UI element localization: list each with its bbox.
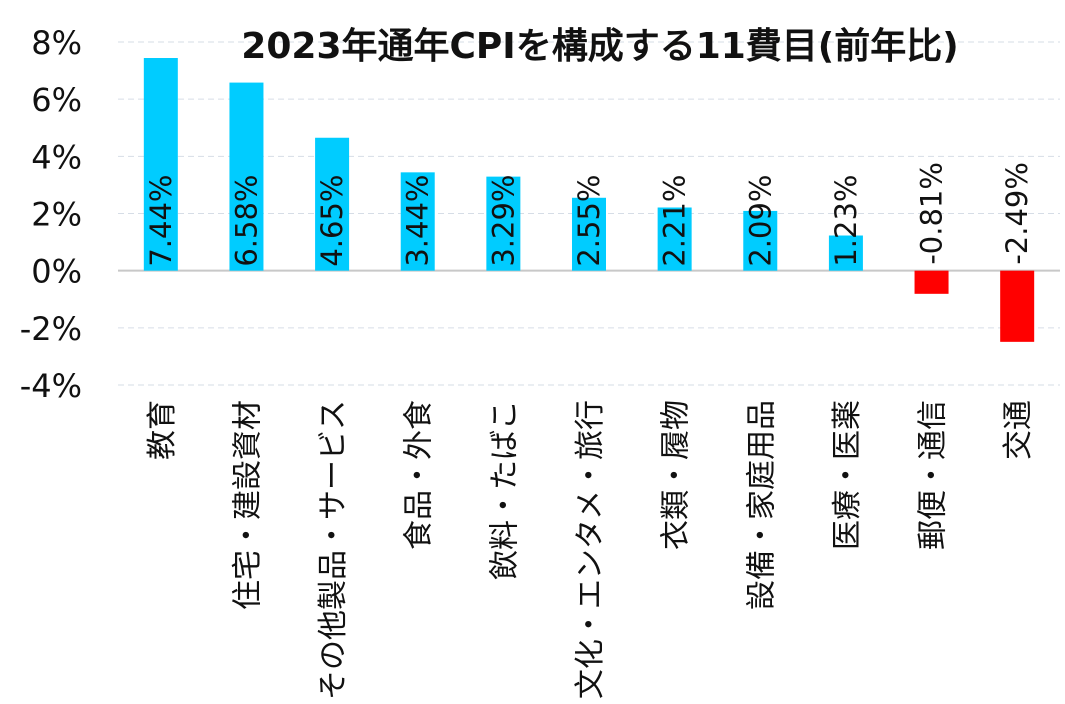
y-tick-label: -2% [20,310,82,348]
x-tick-label: 住宅・建設資材 [230,400,265,610]
bar [743,210,778,271]
bar [828,235,863,271]
x-axis-ticks: 教育 住宅・建設資材 その他製品・サービス 食品・外食 飲料・たばこ 文化・エンタメ・旅行… [145,400,1036,700]
y-tick-label: 2% [31,196,82,234]
x-tick-label: 食品・外食 [402,400,437,550]
x-tick-label: 交通 [1001,400,1036,460]
bars [143,58,1035,342]
data-label: 3.44% [401,175,435,267]
data-label: 7.44% [144,175,178,267]
x-tick-label: 文化・エンタメ・旅行 [573,400,608,699]
chart-title: 2023年通年CPIを構成する11費目(前年比) [241,26,958,67]
y-tick-label: 6% [31,81,82,119]
bar [486,176,521,271]
bar [914,270,949,294]
data-label: -2.49% [1000,162,1034,265]
y-tick-label: -4% [20,367,82,405]
bar [1000,270,1035,342]
y-axis-ticks: 8% 6% 4% 2% 0% -2% -4% [20,24,82,405]
x-tick-label: 衣類・履物 [659,400,694,550]
x-tick-label: 教育 [145,400,180,460]
data-label: 1.23% [829,175,863,267]
data-label: 2.09% [743,175,777,267]
y-tick-label: 0% [31,253,82,291]
data-label: 2.21% [658,175,692,267]
bar [400,172,435,271]
data-labels: 7.44% 6.58% 4.65% 3.44% 3.29% 2.55% 2.21% 2.09%… [144,162,1034,267]
data-label: -0.81% [915,162,949,265]
bar [229,82,264,271]
bar [315,137,350,271]
y-tick-label: 8% [31,24,82,62]
x-tick-label: 郵便・通信 [916,400,951,550]
x-tick-label: その他製品・サービス [316,400,351,700]
data-label: 6.58% [229,175,263,267]
x-tick-label: 設備・家庭用品 [744,400,779,610]
data-label: 4.65% [315,175,349,267]
x-tick-label: 飲料・たばこ [487,400,522,580]
bar [657,207,692,271]
x-tick-label: 医療・医薬 [830,400,865,550]
bar [143,58,178,271]
bar [572,197,606,271]
data-label: 3.29% [486,175,520,267]
y-tick-label: 4% [31,138,82,176]
data-label: 2.55% [572,175,606,267]
